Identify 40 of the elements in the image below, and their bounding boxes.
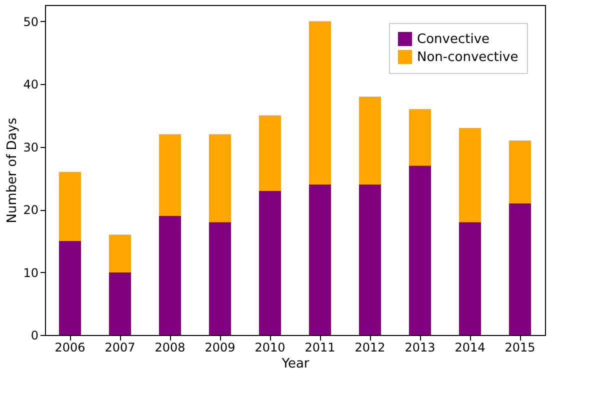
y-tick-label: 40	[23, 78, 38, 92]
bar	[109, 272, 131, 335]
bar	[259, 115, 281, 191]
x-tick-label: 2009	[204, 340, 236, 354]
y-tick-label: 0	[30, 328, 38, 342]
x-tick-label: 2007	[104, 340, 136, 354]
bar	[109, 234, 131, 272]
bar	[209, 134, 231, 222]
bar	[159, 134, 181, 216]
bar	[409, 166, 431, 335]
x-tick-label: 2014	[454, 340, 486, 354]
bar	[309, 184, 331, 335]
y-tick-label: 20	[23, 203, 38, 218]
bar	[509, 203, 531, 335]
x-tick-label: 2008	[154, 340, 186, 354]
bar	[509, 140, 531, 204]
x-tick-label: 2013	[404, 340, 436, 354]
x-tick-label: 2011	[304, 340, 336, 354]
y-tick-label: 10	[23, 266, 38, 280]
legend-label: Convective	[417, 32, 490, 47]
y-tick-label: 30	[23, 140, 38, 154]
y-tick-label: 50	[23, 14, 38, 29]
x-tick-label: 2010	[254, 340, 286, 354]
x-tick-label: 2006	[54, 340, 86, 354]
legend-label: Non-convective	[417, 50, 518, 65]
x-tick-label: 2012	[354, 340, 386, 354]
bar	[459, 222, 481, 335]
bar	[359, 184, 381, 335]
bar	[209, 222, 231, 335]
x-axis-title: Year	[280, 356, 310, 372]
bar	[159, 216, 181, 335]
bar	[59, 172, 81, 241]
bar	[309, 21, 331, 184]
bar	[409, 109, 431, 166]
y-axis-title: Number of Days	[5, 118, 20, 224]
x-tick-label: 2015	[504, 340, 536, 354]
bar	[359, 96, 381, 184]
bar	[259, 190, 281, 335]
bar	[59, 240, 81, 335]
bar	[459, 128, 481, 222]
